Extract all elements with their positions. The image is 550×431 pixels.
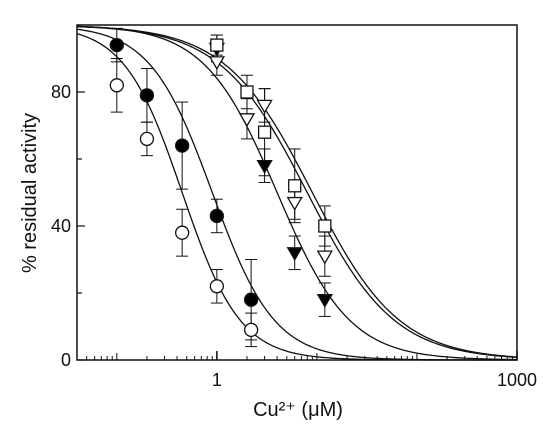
- data-point: [243, 322, 259, 338]
- data-point: [316, 250, 333, 265]
- data-point: [109, 37, 124, 53]
- data-point: [316, 294, 333, 308]
- data-point: [238, 113, 256, 128]
- tick-labels: 1 1000 0 40 80: [51, 82, 537, 390]
- data-point: [209, 208, 225, 224]
- fit-curve: [76, 26, 518, 358]
- data-point: [209, 279, 225, 294]
- data-point: [288, 179, 302, 193]
- data-point: [175, 138, 190, 153]
- x-axis-label: Cu²⁺ (μM): [253, 399, 343, 421]
- data-point: [139, 131, 155, 147]
- data-point: [286, 196, 303, 211]
- y-axis-label: % residual activity: [19, 113, 41, 273]
- y-tick-label: 0: [61, 350, 71, 370]
- fit-curve: [76, 25, 518, 358]
- data-points: [109, 37, 333, 338]
- y-tick-label: 80: [51, 82, 71, 102]
- data-point: [208, 56, 225, 71]
- x-tick-label: 1: [212, 370, 222, 390]
- data-point: [175, 225, 190, 240]
- x-tick-label: 1000: [497, 370, 537, 390]
- data-point: [286, 247, 303, 262]
- fit-curve: [76, 28, 517, 361]
- data-point: [240, 85, 254, 99]
- data-point: [109, 78, 124, 93]
- fit-curve: [76, 33, 517, 361]
- data-point: [257, 125, 272, 139]
- data-point: [318, 219, 332, 233]
- fit-curve: [76, 25, 518, 361]
- y-tick-label: 40: [51, 216, 71, 236]
- data-point: [256, 99, 273, 114]
- data-point: [139, 88, 155, 103]
- plot-border: [76, 24, 518, 361]
- data-point: [210, 38, 224, 52]
- fit-curves: [76, 25, 518, 361]
- axis-ticks: [76, 24, 518, 361]
- plot-frame: [76, 24, 518, 361]
- data-point: [243, 292, 259, 307]
- data-point: [256, 160, 273, 174]
